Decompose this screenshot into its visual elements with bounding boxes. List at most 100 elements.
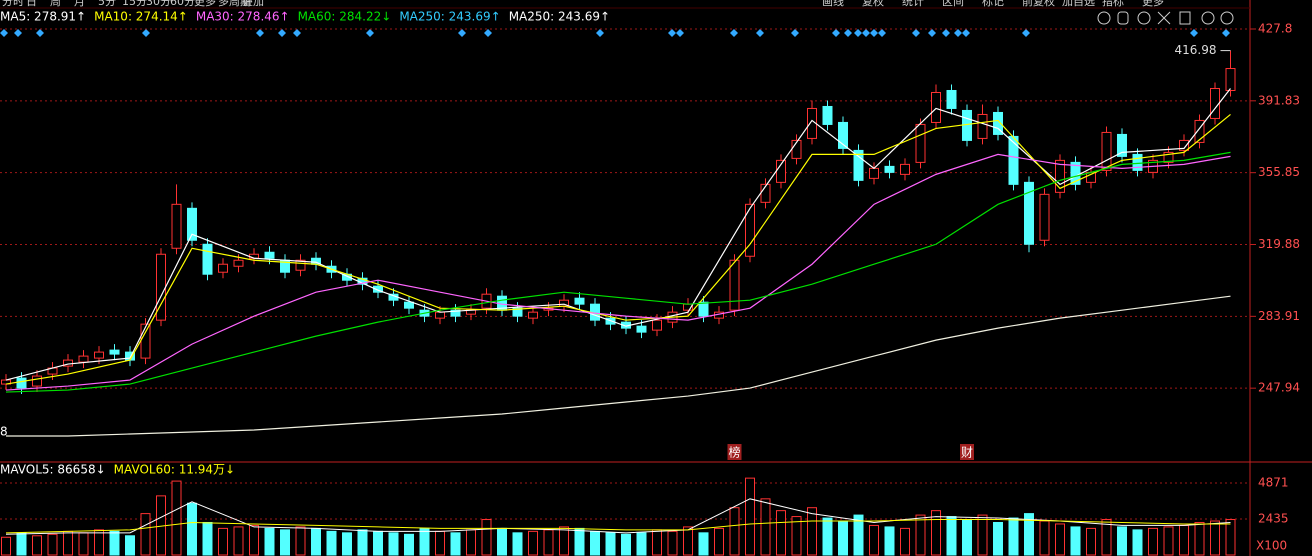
delete-icon[interactable] (1179, 11, 1191, 25)
candle-body (1070, 161, 1081, 185)
candle-body (435, 311, 445, 319)
volume-bar (311, 527, 321, 556)
candle-body (218, 263, 228, 273)
signal-diamond (844, 29, 852, 37)
volume-bar (342, 532, 352, 556)
toolbar-item: 叠加 (242, 0, 264, 8)
volume-bar (698, 532, 709, 556)
volume-bar (388, 532, 399, 556)
event-marker-bg (727, 444, 742, 460)
candle-body (373, 285, 383, 293)
volume-bar (636, 532, 647, 556)
toolbar-item: 更多 (1142, 0, 1164, 8)
event-marker-bg (960, 444, 974, 460)
candle-body (636, 325, 647, 333)
candle-body (915, 123, 926, 163)
signal-diamond (832, 29, 840, 37)
candle-body (140, 323, 151, 359)
candle-body (822, 105, 833, 125)
candle-body (1117, 133, 1127, 157)
candle-body (900, 163, 910, 175)
candle-body (1194, 119, 1205, 143)
volume-legend-entry: MAVOL60: 11.94万↓ (114, 463, 235, 477)
toolbar-item: 标记 (982, 0, 1004, 8)
zoom-out-icon[interactable] (1220, 11, 1234, 25)
y-tick-label: 355.85 (1258, 165, 1300, 179)
event-marker: 榜 (728, 445, 740, 460)
volume-bar (373, 530, 383, 556)
y-tick-label: 319.88 (1258, 237, 1300, 251)
y-tick-label: 283.91 (1258, 309, 1300, 323)
volume-bar (543, 529, 554, 556)
ma-line (5, 113, 1231, 385)
volume-bar (745, 477, 755, 556)
volume-bar (1086, 527, 1096, 556)
legend-entry: MA5: 278.91↑ (0, 10, 86, 24)
max-price-label: 416.98 (1175, 43, 1217, 57)
toolbar-item: 复权 (862, 0, 884, 8)
volume-bar (1039, 520, 1050, 556)
volume-bar (404, 533, 414, 556)
candle-body (1163, 151, 1174, 163)
toolbar-item: 统计 (902, 0, 924, 8)
volume-bar (590, 530, 600, 556)
volume-bar (931, 510, 941, 556)
volume-legend-entry: MAVOL5: 86658↓ (0, 463, 106, 477)
toolbar-item: 指标 (1102, 0, 1124, 8)
volume-bar (760, 498, 771, 556)
hand-icon[interactable] (1117, 11, 1129, 25)
volume-bar (249, 524, 259, 556)
signal-diamond (878, 29, 886, 37)
legend-entry: MA250: 243.69↑ (399, 10, 500, 24)
candle-body (1039, 193, 1050, 241)
candle-body (977, 113, 988, 139)
volume-bar (171, 480, 182, 556)
volume-bar (202, 521, 213, 556)
volume-bar (977, 514, 988, 556)
candle-body (295, 259, 306, 271)
zoom-in-icon[interactable] (1201, 11, 1215, 25)
volume-bar (1055, 523, 1065, 556)
volume-bar (357, 529, 368, 556)
candle-body (1008, 135, 1019, 185)
view-icon[interactable] (1097, 11, 1111, 25)
volume-bar (63, 530, 73, 556)
toolbar-item: 更多 (194, 0, 216, 8)
volume-bar (1008, 517, 1019, 556)
toolbar-item: 加自选 (1062, 0, 1095, 8)
volume-bar (512, 532, 523, 556)
signal-diamond (942, 29, 950, 37)
volume-bar (466, 529, 476, 556)
candle-body (512, 307, 523, 317)
volume-bar (667, 530, 678, 556)
signal-diamond (954, 29, 962, 37)
signal-diamond (862, 29, 870, 37)
volume-bar (32, 535, 42, 556)
volume-bar (233, 526, 244, 556)
candle-body (16, 377, 27, 389)
toolbar-item: 分时 (2, 0, 24, 8)
play-icon[interactable] (1137, 11, 1151, 25)
legend-entry: MA30: 278.46↑ (196, 10, 290, 24)
signal-diamond (458, 29, 466, 37)
signal-diamond (256, 29, 264, 37)
toolbar-item: 画线 (822, 0, 844, 8)
candle-body (32, 375, 42, 387)
legend-entry: MA60: 284.22↓ (298, 10, 392, 24)
volume-bar (621, 533, 631, 556)
volume-bar (187, 502, 197, 556)
cut-icon[interactable] (1157, 11, 1171, 25)
volume-bar (528, 530, 538, 556)
y-tick-label: 2435 (1258, 512, 1289, 526)
volume-bar (1148, 527, 1158, 556)
toolbar-item: 30分 (146, 0, 171, 8)
volume-bar (109, 530, 120, 556)
volume-bar (16, 532, 27, 556)
ma-line (5, 153, 1231, 391)
volume-bar (993, 521, 1003, 556)
tool-icons[interactable] (1097, 11, 1234, 25)
volume-bar (574, 527, 585, 556)
candle-body (931, 91, 941, 123)
volume-bar (140, 513, 151, 556)
